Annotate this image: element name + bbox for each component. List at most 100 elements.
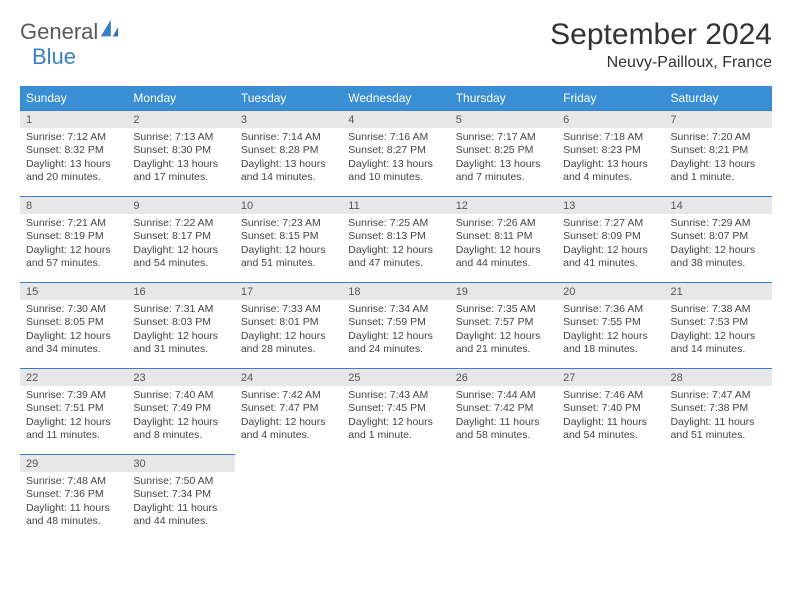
daylight-line: Daylight: 11 hours and 48 minutes. — [26, 502, 121, 529]
day-number: 17 — [235, 282, 342, 300]
day-number: 15 — [20, 282, 127, 300]
sunset-line: Sunset: 7:55 PM — [563, 316, 658, 329]
sunrise-line: Sunrise: 7:48 AM — [26, 475, 121, 488]
day-number: 14 — [665, 196, 772, 214]
day-details: Sunrise: 7:35 AMSunset: 7:57 PMDaylight:… — [450, 300, 557, 361]
day-number: 29 — [20, 454, 127, 472]
sunset-line: Sunset: 7:34 PM — [133, 488, 228, 501]
sunrise-line: Sunrise: 7:29 AM — [671, 217, 766, 230]
daylight-line: Daylight: 12 hours and 38 minutes. — [671, 244, 766, 271]
weekday-header: Monday — [127, 86, 234, 110]
day-number: 26 — [450, 368, 557, 386]
sunrise-line: Sunrise: 7:18 AM — [563, 131, 658, 144]
daylight-line: Daylight: 12 hours and 1 minute. — [348, 416, 443, 443]
sunrise-line: Sunrise: 7:21 AM — [26, 217, 121, 230]
sunrise-line: Sunrise: 7:20 AM — [671, 131, 766, 144]
day-number: 7 — [665, 110, 772, 128]
sunset-line: Sunset: 8:07 PM — [671, 230, 766, 243]
daylight-line: Daylight: 12 hours and 4 minutes. — [241, 416, 336, 443]
daylight-line: Daylight: 13 hours and 10 minutes. — [348, 158, 443, 185]
sunset-line: Sunset: 7:40 PM — [563, 402, 658, 415]
calendar-cell: 23Sunrise: 7:40 AMSunset: 7:49 PMDayligh… — [127, 368, 234, 454]
day-number: 11 — [342, 196, 449, 214]
sunset-line: Sunset: 7:49 PM — [133, 402, 228, 415]
weekday-header: Tuesday — [235, 86, 342, 110]
daylight-line: Daylight: 13 hours and 17 minutes. — [133, 158, 228, 185]
sunrise-line: Sunrise: 7:47 AM — [671, 389, 766, 402]
sunset-line: Sunset: 8:01 PM — [241, 316, 336, 329]
calendar-cell: 11Sunrise: 7:25 AMSunset: 8:13 PMDayligh… — [342, 196, 449, 282]
day-number: 4 — [342, 110, 449, 128]
daylight-line: Daylight: 12 hours and 54 minutes. — [133, 244, 228, 271]
sunrise-line: Sunrise: 7:35 AM — [456, 303, 551, 316]
sunset-line: Sunset: 7:51 PM — [26, 402, 121, 415]
calendar-cell: .. — [665, 454, 772, 540]
day-number: 24 — [235, 368, 342, 386]
calendar-cell: 21Sunrise: 7:38 AMSunset: 7:53 PMDayligh… — [665, 282, 772, 368]
day-details: Sunrise: 7:14 AMSunset: 8:28 PMDaylight:… — [235, 128, 342, 189]
day-number: 23 — [127, 368, 234, 386]
calendar-cell: 22Sunrise: 7:39 AMSunset: 7:51 PMDayligh… — [20, 368, 127, 454]
day-number: 28 — [665, 368, 772, 386]
day-details: Sunrise: 7:21 AMSunset: 8:19 PMDaylight:… — [20, 214, 127, 275]
calendar-cell: 12Sunrise: 7:26 AMSunset: 8:11 PMDayligh… — [450, 196, 557, 282]
calendar-cell: 29Sunrise: 7:48 AMSunset: 7:36 PMDayligh… — [20, 454, 127, 540]
sunrise-line: Sunrise: 7:27 AM — [563, 217, 658, 230]
day-number: 6 — [557, 110, 664, 128]
header: General September 2024 Neuvy-Pailloux, F… — [20, 18, 772, 72]
daylight-line: Daylight: 12 hours and 51 minutes. — [241, 244, 336, 271]
daylight-line: Daylight: 12 hours and 18 minutes. — [563, 330, 658, 357]
calendar-cell: 20 Sunrise: 7:36 AMSunset: 7:55 PMDayligh… — [557, 282, 664, 368]
calendar-cell: 24Sunrise: 7:42 AMSunset: 7:47 PMDayligh… — [235, 368, 342, 454]
calendar-cell: 7Sunrise: 7:20 AMSunset: 8:21 PMDaylight… — [665, 110, 772, 196]
sunrise-line: Sunrise: 7:30 AM — [26, 303, 121, 316]
day-details: Sunrise: 7:27 AMSunset: 8:09 PMDaylight:… — [557, 214, 664, 275]
sunset-line: Sunset: 8:27 PM — [348, 144, 443, 157]
day-details: Sunrise: 7:44 AMSunset: 7:42 PMDaylight:… — [450, 386, 557, 447]
sunset-line: Sunset: 8:13 PM — [348, 230, 443, 243]
day-number: 20 — [557, 282, 664, 300]
day-number: 21 — [665, 282, 772, 300]
calendar-cell: 25Sunrise: 7:43 AMSunset: 7:45 PMDayligh… — [342, 368, 449, 454]
day-details: Sunrise: 7:50 AMSunset: 7:34 PMDaylight:… — [127, 472, 234, 533]
daylight-line: Daylight: 11 hours and 58 minutes. — [456, 416, 551, 443]
day-number: 18 — [342, 282, 449, 300]
daylight-line: Daylight: 11 hours and 51 minutes. — [671, 416, 766, 443]
weekday-header-row: Sunday Monday Tuesday Wednesday Thursday… — [20, 86, 772, 110]
sunset-line: Sunset: 8:11 PM — [456, 230, 551, 243]
daylight-line: Daylight: 12 hours and 14 minutes. — [671, 330, 766, 357]
sunrise-line: Sunrise: 7:36 AM — [563, 303, 658, 316]
sunset-line: Sunset: 8:09 PM — [563, 230, 658, 243]
calendar-cell: 18Sunrise: 7:34 AMSunset: 7:59 PMDayligh… — [342, 282, 449, 368]
calendar-table: Sunday Monday Tuesday Wednesday Thursday… — [20, 86, 772, 540]
title-block: September 2024 Neuvy-Pailloux, France — [550, 18, 772, 72]
weekday-header: Saturday — [665, 86, 772, 110]
daylight-line: Daylight: 13 hours and 4 minutes. — [563, 158, 658, 185]
daylight-line: Daylight: 12 hours and 31 minutes. — [133, 330, 228, 357]
sunrise-line: Sunrise: 7:26 AM — [456, 217, 551, 230]
sunrise-line: Sunrise: 7:14 AM — [241, 131, 336, 144]
sunrise-line: Sunrise: 7:42 AM — [241, 389, 336, 402]
calendar-cell: 5Sunrise: 7:17 AMSunset: 8:25 PMDaylight… — [450, 110, 557, 196]
sunset-line: Sunset: 8:17 PM — [133, 230, 228, 243]
day-details: Sunrise: 7:26 AMSunset: 8:11 PMDaylight:… — [450, 214, 557, 275]
brand-sail-icon — [100, 18, 120, 46]
daylight-line: Daylight: 11 hours and 44 minutes. — [133, 502, 228, 529]
brand-part2: Blue — [32, 44, 76, 70]
daylight-line: Daylight: 12 hours and 24 minutes. — [348, 330, 443, 357]
day-number: 27 — [557, 368, 664, 386]
day-details: Sunrise: 7:40 AMSunset: 7:49 PMDaylight:… — [127, 386, 234, 447]
calendar-row: 8Sunrise: 7:21 AMSunset: 8:19 PMDaylight… — [20, 196, 772, 282]
day-number: 19 — [450, 282, 557, 300]
day-details: Sunrise: 7:47 AMSunset: 7:38 PMDaylight:… — [665, 386, 772, 447]
daylight-line: Daylight: 12 hours and 41 minutes. — [563, 244, 658, 271]
sunset-line: Sunset: 8:28 PM — [241, 144, 336, 157]
sunset-line: Sunset: 8:21 PM — [671, 144, 766, 157]
day-number: 1 — [20, 110, 127, 128]
day-number: 25 — [342, 368, 449, 386]
daylight-line: Daylight: 12 hours and 47 minutes. — [348, 244, 443, 271]
day-details: Sunrise: 7:18 AMSunset: 8:23 PMDaylight:… — [557, 128, 664, 189]
day-details: Sunrise: 7:48 AMSunset: 7:36 PMDaylight:… — [20, 472, 127, 533]
day-details: Sunrise: 7:16 AMSunset: 8:27 PMDaylight:… — [342, 128, 449, 189]
day-details: Sunrise: 7:23 AMSunset: 8:15 PMDaylight:… — [235, 214, 342, 275]
